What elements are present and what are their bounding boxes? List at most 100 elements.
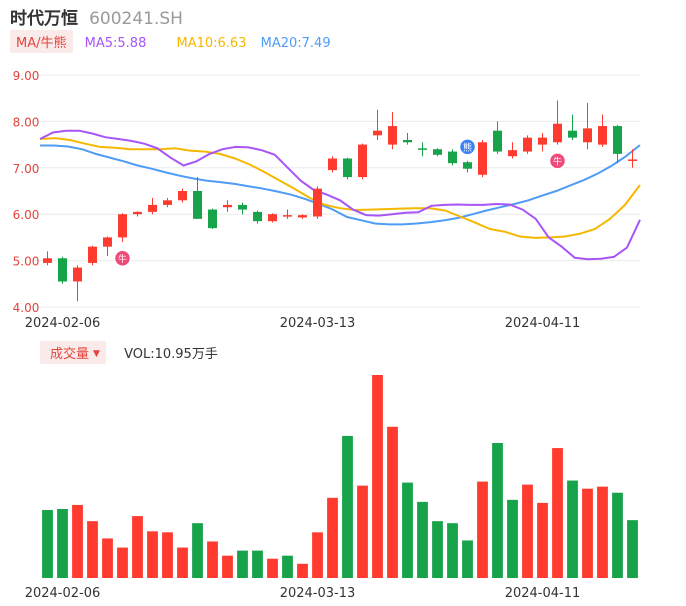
candle-body [118,214,127,238]
candle [253,210,262,224]
candle-body [553,123,562,143]
x-tick-label: 2024-03-13 [280,316,356,331]
candle-body [568,130,577,138]
candle [478,139,487,178]
volume-bar [222,555,233,578]
candle-body [388,126,397,145]
candle [103,236,112,256]
candle [583,102,592,150]
candle-body [538,137,547,145]
volume-bar [57,508,68,578]
bull-marker-icon: 牛 [113,249,132,268]
candle-body [598,126,607,145]
volume-bar [72,504,83,578]
candle [343,157,352,180]
marker-badge [113,249,132,268]
volume-bar [432,521,443,578]
volume-value: VOL:10.95万手 [124,347,218,362]
candle [133,211,142,217]
candle-body [178,191,187,201]
marker-badge [548,152,567,170]
candle-body [88,246,97,263]
candle [283,209,292,219]
candle [538,133,547,152]
candle [418,142,427,157]
volume-bar [147,531,158,578]
candle [178,188,187,203]
candle-body [493,130,502,152]
candle [223,200,232,212]
y-tick-label: 7.00 [13,162,40,176]
volume-bar [402,482,413,578]
candle-body [223,204,232,208]
volume-x-tick-label: 2024-02-06 [25,586,101,601]
candle-body [193,191,202,219]
candle [88,245,97,266]
stock-name: 时代万恒 [10,9,78,29]
volume-bar [42,509,53,578]
volume-bar [342,435,353,578]
volume-bar [507,499,518,578]
candle-body [313,188,322,217]
candle [508,142,517,159]
volume-indicator-dropdown[interactable]: 成交量 ▼ [40,341,106,364]
volume-bar [267,558,278,578]
candle [298,214,307,219]
candle [268,213,277,223]
candle-body [403,139,412,143]
volume-bar [552,448,563,578]
candle [628,149,637,168]
candle [568,114,577,140]
candle-body [163,200,172,205]
candle-body [433,149,442,155]
volume-bar [492,443,503,578]
candle [208,208,217,230]
candle-body [418,148,427,150]
candle-body [523,137,532,152]
candle [313,186,322,219]
volume-bar [207,541,218,578]
y-tick-label: 4.00 [13,301,40,315]
candle-body [43,258,52,263]
candle-body [133,211,142,215]
y-tick-label: 5.00 [13,255,40,269]
volume-bar [417,501,428,578]
volume-bar [387,426,398,578]
candle-body [613,126,622,154]
candle [403,133,412,145]
volume-tag-label: 成交量 [50,347,90,362]
candle-body [448,151,457,164]
volume-bar [357,485,368,578]
candle-body [328,158,337,171]
volume-bar [447,523,458,578]
volume-bar [252,550,263,578]
candle [523,135,532,154]
candle-body [628,159,637,161]
volume-legend: 成交量 ▼ VOL:10.95万手 [40,341,218,364]
volume-bar [237,550,248,578]
volume-bar [462,540,473,578]
volume-bar [132,516,143,578]
candle [238,202,247,215]
volume-bar [102,538,113,578]
volume-bar [297,563,308,578]
stock-header: 时代万恒 600241.SH [10,4,183,29]
ma-indicator-tag[interactable]: MA/牛熊 [10,30,73,53]
candle [388,112,397,150]
ma5-line [39,129,641,261]
candle [448,149,457,166]
candle-body [208,209,217,229]
volume-x-tick-label: 2024-04-11 [505,586,581,601]
candle [328,156,337,173]
candle-body [268,214,277,222]
volume-bar [567,480,578,578]
candle-body [463,162,472,169]
candle-body [238,204,247,210]
marker-badge [458,138,477,156]
candle [148,197,157,215]
candle [118,213,127,243]
candle-body [103,237,112,247]
volume-x-tick-label: 2024-03-13 [280,586,356,601]
marker-label: 牛 [553,155,562,167]
